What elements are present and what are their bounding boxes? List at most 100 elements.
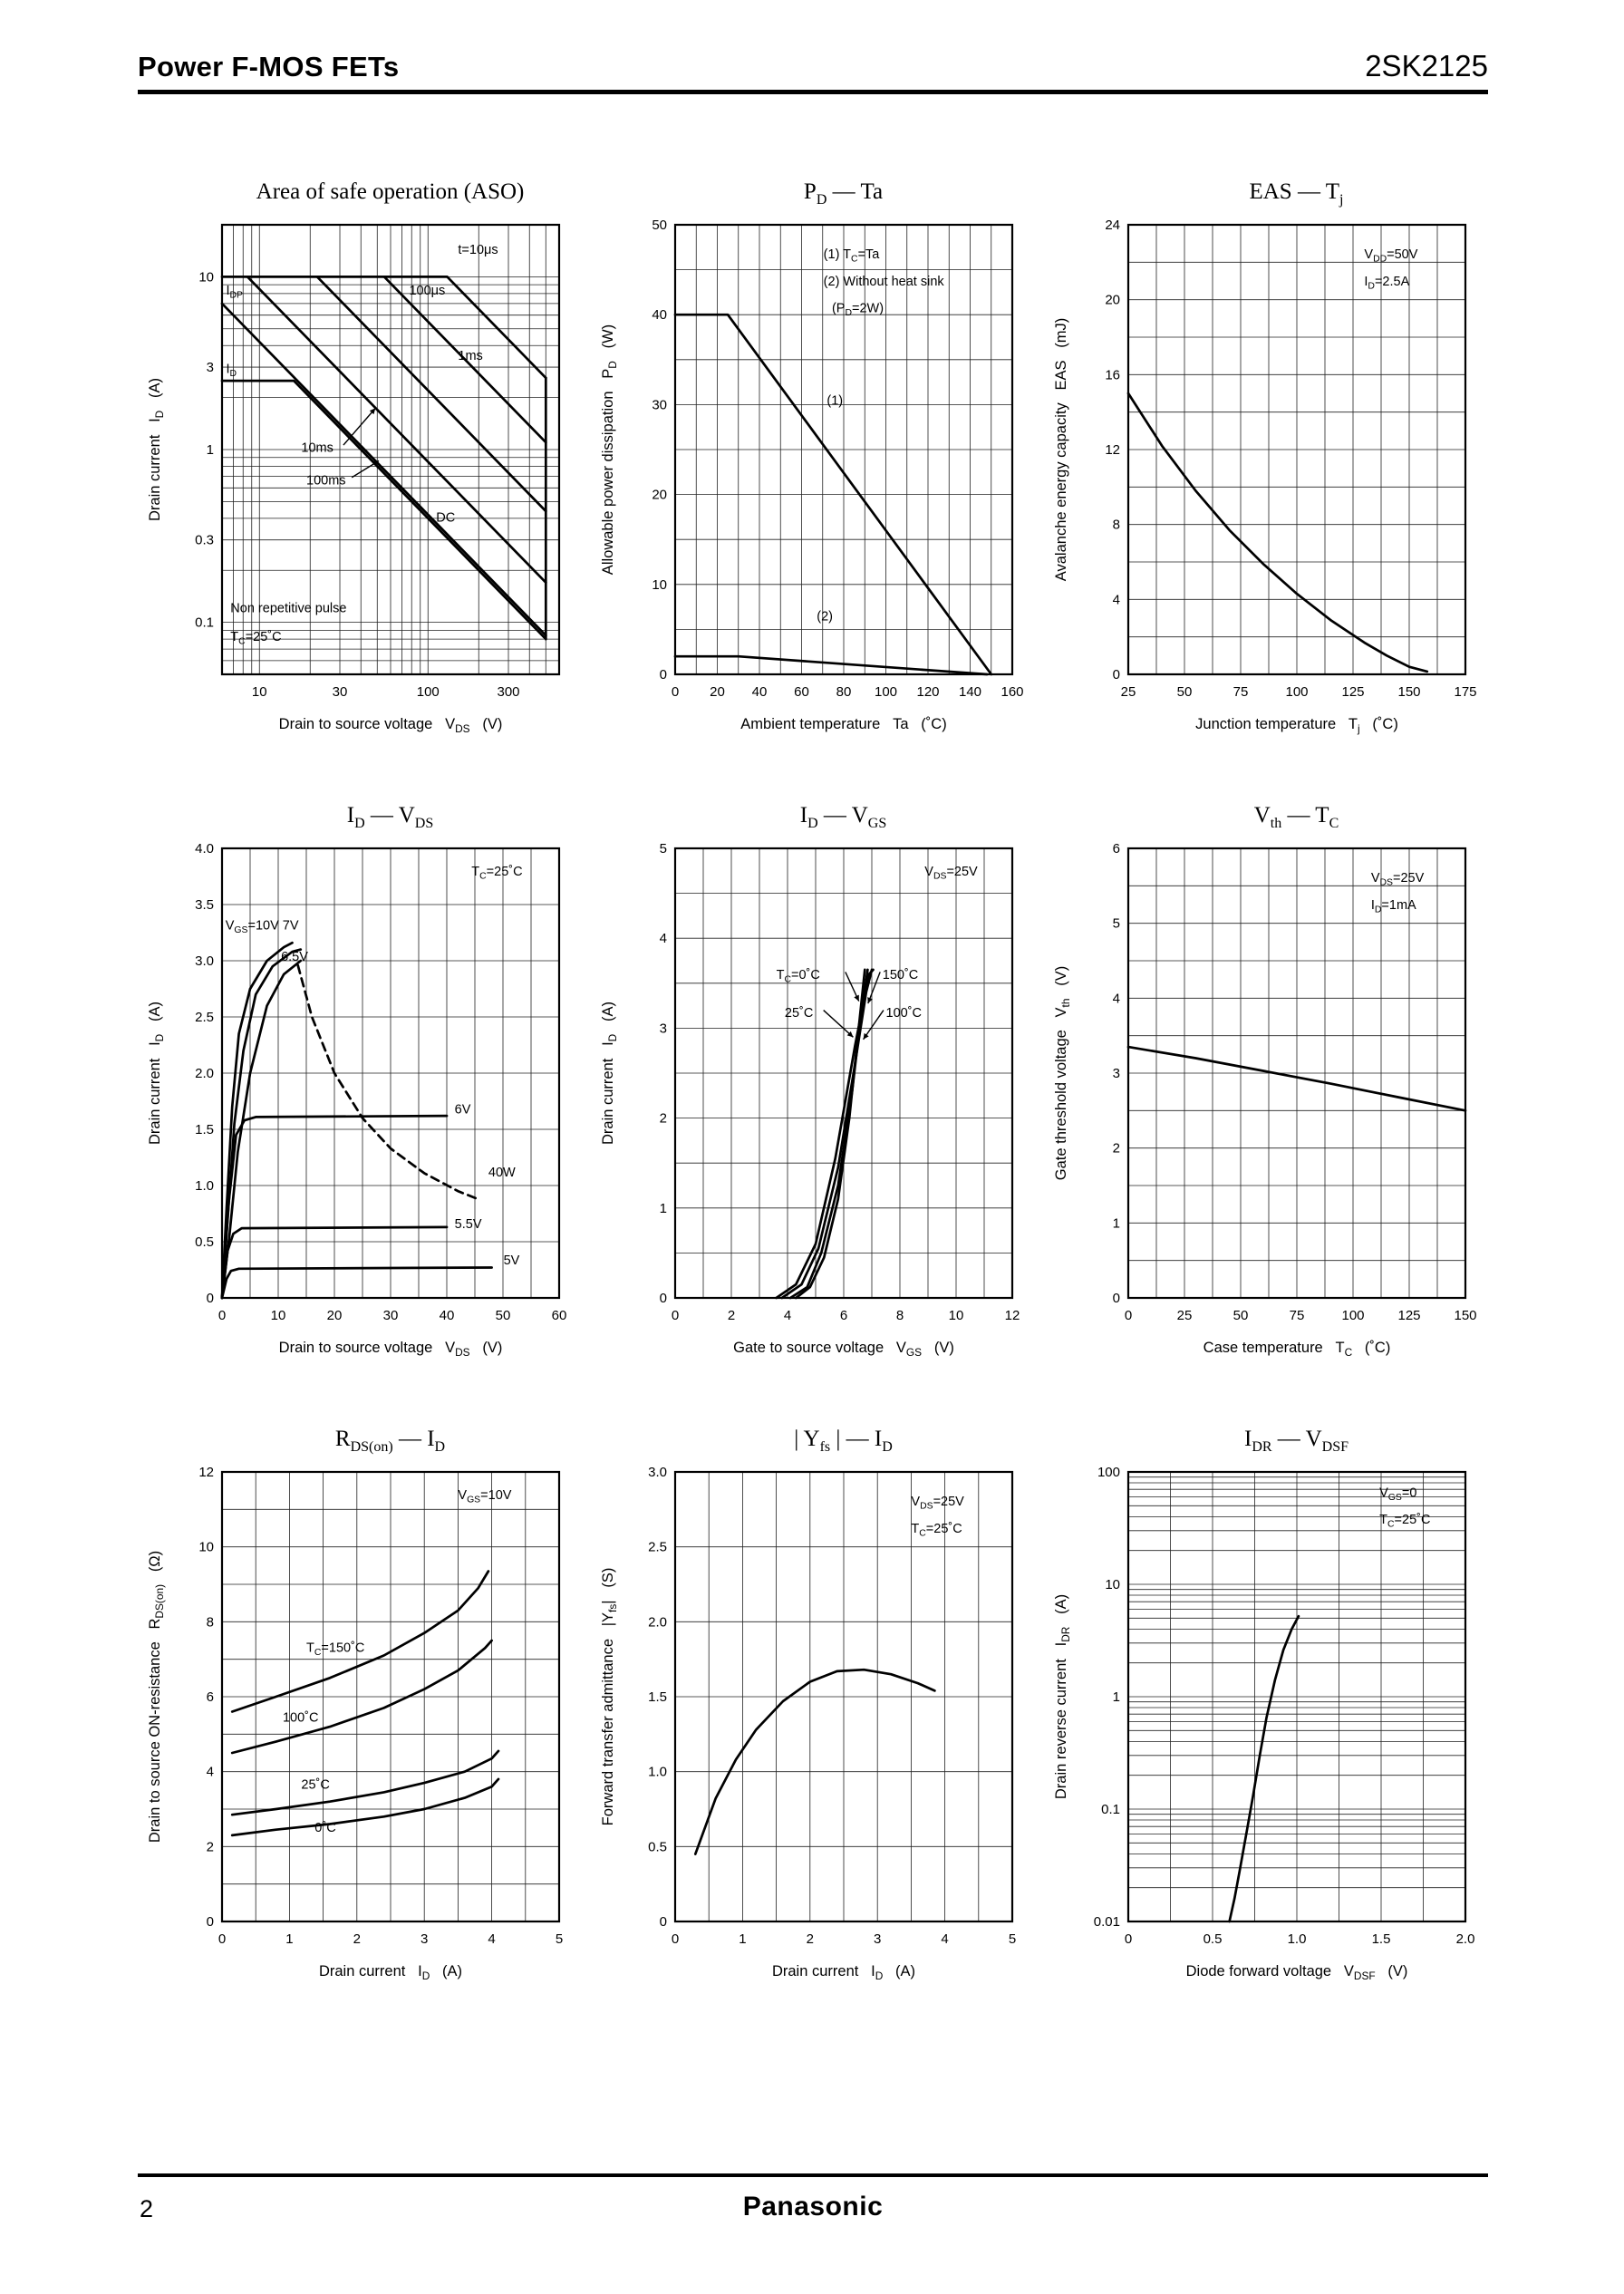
svg-text:10: 10	[198, 269, 214, 285]
series-curves	[220, 941, 493, 1300]
grid-lines	[674, 848, 1012, 1298]
svg-text:40W: 40W	[488, 1166, 515, 1180]
x-axis-label: Ambient temperature Ta (˚C)	[740, 716, 946, 732]
series-VGS-10V	[220, 941, 294, 1300]
svg-text:TC=0˚C: TC=0˚C	[776, 968, 819, 985]
svg-text:8: 8	[206, 1614, 213, 1630]
svg-text:20: 20	[652, 488, 667, 503]
vth-tc-plot: 0 25 50 75 100 125 150 0 1 2 3 4 5 6 Case temperature …	[1053, 841, 1477, 1359]
svg-text:50: 50	[1232, 1308, 1248, 1323]
plot-border	[673, 223, 1013, 676]
svg-text:4.0: 4.0	[195, 841, 214, 857]
series-t-100us	[382, 276, 547, 444]
series-TC-150C	[230, 1570, 489, 1713]
svg-text:VDS=25V: VDS=25V	[1370, 871, 1424, 888]
y-axis-label: Forward transfer admittance |Yfs| (S)	[600, 1568, 619, 1826]
svg-text:40: 40	[652, 307, 667, 323]
series-curves	[1227, 1614, 1300, 1923]
svg-text:2.5: 2.5	[195, 1010, 214, 1025]
svg-text:3.0: 3.0	[195, 953, 214, 969]
svg-text:TC=25˚C: TC=25˚C	[230, 630, 281, 647]
svg-text:0: 0	[1112, 1291, 1119, 1306]
y-axis-label: Avalanche energy capacity EAS (mJ)	[1053, 318, 1069, 581]
plot-border	[1126, 223, 1466, 676]
svg-text:0: 0	[1112, 667, 1119, 682]
series-VGS-6.5V	[220, 959, 302, 1300]
svg-text:5.5V: 5.5V	[454, 1217, 481, 1232]
series-curves	[693, 1668, 936, 1855]
svg-text:0.5: 0.5	[648, 1839, 667, 1854]
svg-text:10: 10	[270, 1308, 285, 1323]
tick-labels: 25 50 75 100 125 150 175 0 4 8 12 16 20 24	[1105, 218, 1476, 700]
svg-text:0.5: 0.5	[195, 1234, 214, 1250]
plot-border	[220, 223, 560, 676]
y-axis-label: Drain reverse current IDR (A)	[1053, 1594, 1072, 1799]
pointer-line	[822, 1010, 854, 1038]
svg-text:ID: ID	[226, 363, 237, 380]
svg-text:2: 2	[727, 1308, 734, 1323]
series-curve-1-TC-equals-Ta	[673, 313, 992, 676]
plot-border	[673, 1470, 1013, 1923]
svg-text:6V: 6V	[454, 1103, 470, 1118]
svg-text:40: 40	[751, 684, 767, 700]
svg-text:IDP: IDP	[226, 284, 243, 301]
svg-text:6.5V: 6.5V	[281, 950, 308, 964]
svg-text:100: 100	[1285, 684, 1308, 700]
grid-lines	[1127, 848, 1465, 1298]
yfs-id-plot: 0 1 2 3 4 5 0 0.5 1.0 1.5 2.0 2.5 3.0 Drain current I…	[600, 1465, 1016, 1982]
chart-title-pd-ta: PD — Ta	[803, 179, 884, 208]
svg-text:0: 0	[206, 1291, 213, 1306]
series-IDR	[1227, 1614, 1300, 1923]
svg-text:40: 40	[439, 1308, 454, 1323]
svg-text:175: 175	[1454, 684, 1476, 700]
svg-text:300: 300	[497, 684, 519, 700]
svg-text:75: 75	[1232, 684, 1248, 700]
svg-text:3.5: 3.5	[195, 897, 214, 913]
svg-text:25: 25	[1176, 1308, 1192, 1323]
svg-text:VDD=50V: VDD=50V	[1364, 247, 1417, 265]
svg-text:1ms: 1ms	[458, 349, 482, 363]
svg-text:100: 100	[874, 684, 896, 700]
svg-text:2.5: 2.5	[648, 1540, 667, 1555]
annotations: VDS=25V TC=25˚C	[911, 1495, 964, 1538]
series-curves	[673, 313, 992, 676]
series-40W-power-limit	[295, 963, 482, 1202]
series-EAS	[1126, 392, 1428, 673]
svg-text:30: 30	[382, 1308, 398, 1323]
svg-text:0: 0	[206, 1914, 213, 1930]
svg-text:1.0: 1.0	[195, 1178, 214, 1194]
svg-text:12: 12	[198, 1465, 214, 1480]
pointer-line	[342, 407, 376, 446]
svg-text:0: 0	[659, 1291, 666, 1306]
svg-text:12: 12	[1105, 442, 1120, 458]
tick-labels: 0 20 40 60 80 100 120 140 160 0 10 20 30 40 50	[652, 218, 1023, 700]
svg-text:10: 10	[948, 1308, 963, 1323]
svg-text:VGS=10V 7V: VGS=10V 7V	[225, 918, 298, 935]
svg-text:20: 20	[710, 684, 725, 700]
x-axis-label: Drain current ID (A)	[771, 1963, 914, 1982]
svg-text:0: 0	[659, 1914, 666, 1930]
svg-text:4: 4	[206, 1765, 213, 1780]
plot-border	[1126, 1470, 1466, 1923]
chart-pd-ta: PD — Ta 0 20 40 60 80 100 120 140 160 0 10 20 30 40 50 A…	[589, 179, 1036, 750]
svg-text:2: 2	[206, 1839, 213, 1854]
chart-idr-vdsf: IDR — VDSF 0 0.5 1.0 1.5 2.0 0.01 0.1 1 10 100 Diod…	[1042, 1427, 1489, 1998]
svg-text:2: 2	[659, 1111, 666, 1127]
svg-text:150˚C: 150˚C	[882, 968, 918, 982]
tick-labels: 0 25 50 75 100 125 150 0 1 2 3 4 5 6	[1112, 841, 1476, 1323]
svg-text:(PD=2W): (PD=2W)	[831, 302, 883, 319]
header-rule	[138, 90, 1488, 94]
chart-title-idr-vdsf: IDR — VDSF	[1243, 1427, 1349, 1455]
svg-text:3: 3	[1112, 1066, 1119, 1081]
series-VGS-7V	[220, 948, 302, 1300]
svg-text:125: 125	[1397, 1308, 1420, 1323]
idr-vdsf-plot: 0 0.5 1.0 1.5 2.0 0.01 0.1 1 10 100 Diode forward …	[1053, 1465, 1474, 1982]
annotations: VGS=0 TC=25˚C	[1379, 1486, 1430, 1529]
svg-text:25: 25	[1120, 684, 1136, 700]
tick-labels: 0 10 20 30 40 50 60 0 0.5 1.0 1.5 2.0 2.5 3.0 3.5 4.0	[195, 841, 566, 1323]
svg-text:4: 4	[941, 1931, 948, 1947]
pointer-arrow	[853, 994, 859, 1002]
svg-text:0.1: 0.1	[1101, 1802, 1120, 1817]
svg-text:10: 10	[251, 684, 266, 700]
